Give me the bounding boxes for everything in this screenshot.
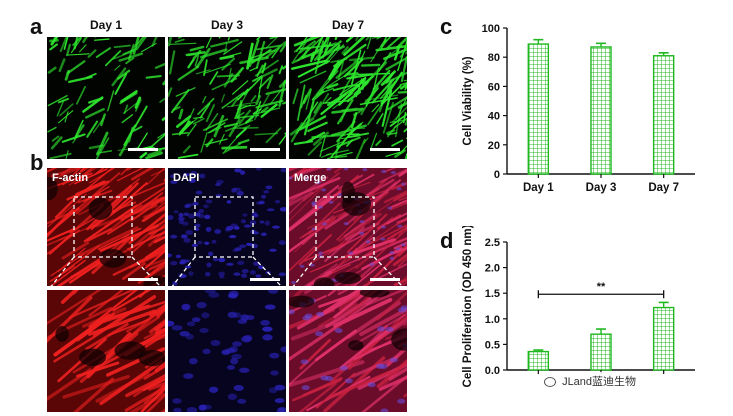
panel-a-title-day1: Day 1 — [89, 18, 123, 32]
wechat-icon — [544, 377, 556, 388]
micrograph-b-merge — [289, 168, 407, 286]
significance-label: ** — [597, 281, 606, 293]
bar-d-2 — [652, 306, 675, 371]
scale-bar-a3 — [370, 148, 400, 151]
bar-c-2 — [652, 55, 675, 175]
ytick-label-c-3: 60 — [488, 81, 500, 93]
chart-cell-viability: 0 20 40 60 80 100 Cell Viability (%) Day 1 Day 3… — [462, 23, 695, 194]
channel-label-merge: Merge — [294, 172, 327, 184]
ytick-label-d-5: 2.5 — [485, 237, 500, 249]
ytick-label-d-0: 0.0 — [485, 365, 500, 377]
micrograph-a-day1 — [47, 37, 165, 159]
bar-c-0 — [527, 43, 550, 175]
actin-fibers — [47, 168, 165, 286]
panel-a-title-day3: Day 3 — [210, 18, 244, 32]
scale-bar-b3 — [370, 278, 400, 281]
green-fibers-day1 — [47, 37, 165, 159]
micrograph-b-actin-zoom — [47, 290, 165, 412]
ylabel-c: Cell Viability (%) — [462, 56, 474, 145]
green-fibers-day7 — [289, 37, 407, 159]
actin-fibers-zoom — [47, 290, 165, 412]
scale-bar-a2 — [250, 148, 280, 151]
panel-label-b: b — [30, 150, 44, 175]
micrograph-a-day7 — [289, 37, 407, 159]
ytick-label-d-4: 2.0 — [485, 263, 500, 275]
chart-cell-proliferation: 0.0 0.5 1.0 1.5 2.0 2.5 Cell Proliferation (OD… — [462, 226, 695, 387]
ytick-label-c-4: 80 — [488, 52, 500, 64]
watermark: JLand蓝迪生物 — [540, 372, 641, 390]
ytick-label-c-5: 100 — [482, 23, 500, 35]
scale-bar-b2 — [250, 278, 280, 281]
panel-label-a: a — [30, 14, 43, 39]
ylabel-d: Cell Proliferation (OD 450 nm) — [462, 226, 474, 387]
merge-fibers — [289, 168, 407, 286]
xtick-label-c-0: Day 1 — [523, 182, 554, 194]
green-fibers-day3 — [168, 37, 286, 159]
bar-d-0 — [527, 350, 550, 371]
dapi-nuclei-zoom — [168, 290, 286, 412]
xtick-label-c-1: Day 3 — [586, 182, 617, 194]
channel-label-actin: F-actin — [52, 172, 89, 184]
significance-bracket: ** — [537, 281, 665, 299]
channel-label-dapi: DAPI — [173, 172, 200, 184]
ytick-label-c-2: 40 — [488, 111, 500, 123]
ytick-label-d-3: 1.5 — [485, 288, 500, 300]
panel-label-c: c — [440, 14, 453, 39]
ytick-label-c-0: 0 — [494, 169, 500, 181]
bar-c-1 — [590, 46, 612, 175]
micrograph-b-actin — [47, 168, 165, 286]
panel-label-d: d — [440, 228, 454, 253]
merge-fibers-zoom — [289, 290, 407, 412]
ytick-label-d-1: 0.5 — [485, 339, 500, 351]
ytick-label-d-2: 1.0 — [485, 314, 500, 326]
watermark-text: JLand蓝迪生物 — [562, 376, 637, 388]
scale-bar-a1 — [128, 148, 158, 151]
xtick-label-c-2: Day 7 — [648, 182, 679, 194]
micrograph-b-dapi-zoom — [168, 290, 286, 412]
micrograph-a-day3 — [168, 37, 286, 159]
micrograph-b-dapi — [168, 168, 286, 286]
ytick-label-c-1: 20 — [488, 140, 500, 152]
micrograph-b-merge-zoom — [289, 290, 407, 412]
scale-bar-b1 — [128, 278, 158, 281]
dapi-nuclei — [168, 168, 286, 286]
bar-d-1 — [590, 333, 612, 371]
panel-a-title-day7: Day 7 — [331, 18, 365, 32]
